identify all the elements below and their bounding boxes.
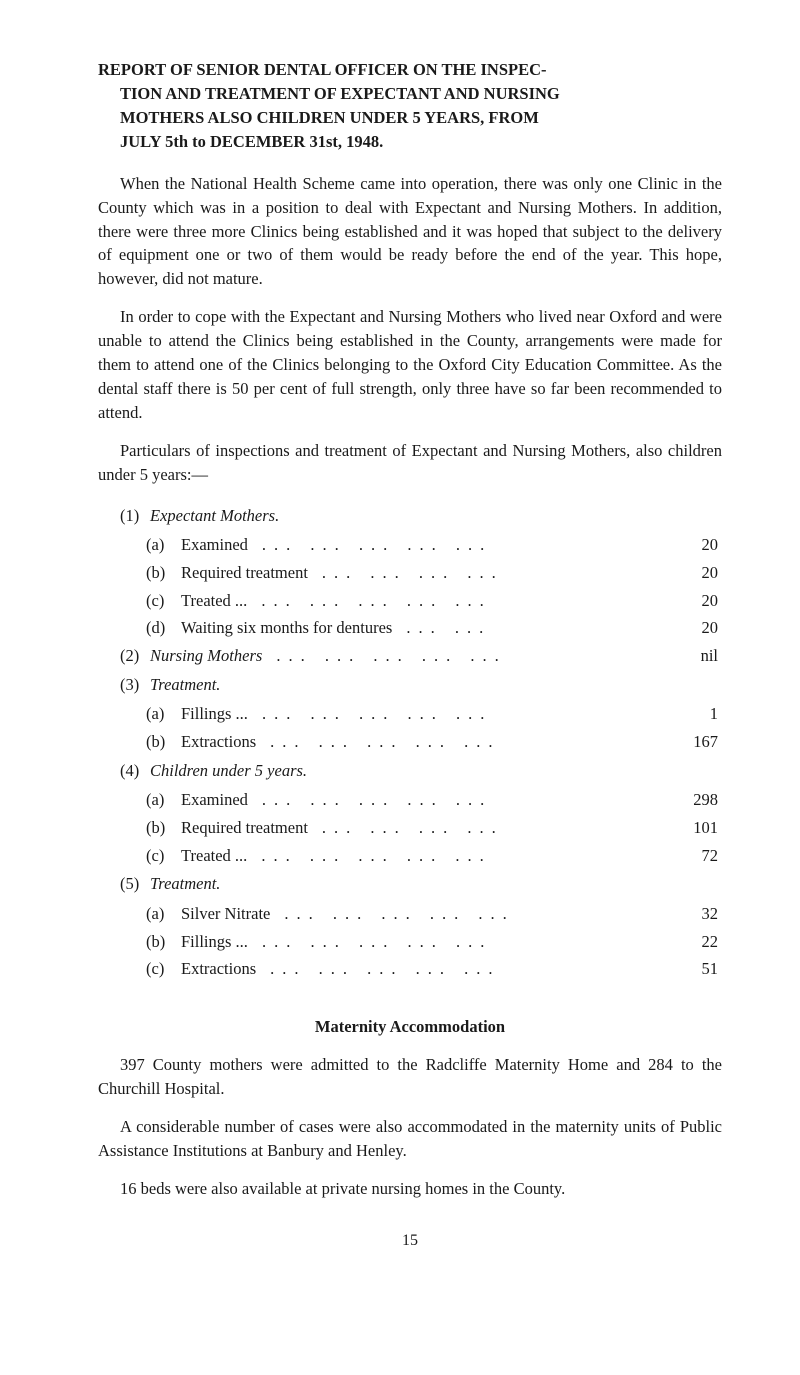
row-5a: (a) Silver Nitrate ... ... ... ... ... 3…: [98, 900, 722, 928]
row-1d-mark: (d): [98, 614, 181, 642]
row-3b-dots: ... ... ... ... ...: [256, 728, 666, 756]
row-4a-mark: (a): [98, 786, 181, 814]
group-3-num: (3): [98, 670, 150, 701]
title-line-2: TION AND TREATMENT OF EXPECTANT AND NURS…: [98, 82, 722, 106]
row-3b-label: Extractions: [181, 728, 256, 756]
row-3a-dots: ... ... ... ... ...: [248, 700, 666, 728]
row-5c: (c) Extractions ... ... ... ... ... 51: [98, 955, 722, 983]
row-3a-mark: (a): [98, 700, 181, 728]
row-4a-label: Examined: [181, 786, 248, 814]
group-2-num: (2): [98, 642, 150, 670]
row-3a: (a) Fillings ... ... ... ... ... ... 1: [98, 700, 722, 728]
inspection-list: (1) Expectant Mothers. (a) Examined ... …: [98, 501, 722, 983]
paragraph-1: When the National Health Scheme came int…: [98, 172, 722, 292]
group-4-num: (4): [98, 756, 150, 787]
group-3-head: (3) Treatment.: [98, 670, 722, 701]
row-5a-label: Silver Nitrate: [181, 900, 270, 928]
row-3b: (b) Extractions ... ... ... ... ... 167: [98, 728, 722, 756]
row-1b-label: Required treatment: [181, 559, 308, 587]
row-4c-label: Treated ...: [181, 842, 247, 870]
row-4b-val: 101: [666, 814, 722, 842]
row-3a-val: 1: [666, 700, 722, 728]
maternity-p3: 16 beds were also available at private n…: [98, 1177, 722, 1201]
row-5c-label: Extractions: [181, 955, 256, 983]
row-1b-val: 20: [666, 559, 722, 587]
group-4-title: Children under 5 years.: [150, 756, 307, 787]
group-2-title: Nursing Mothers: [150, 642, 262, 670]
row-4b-label: Required treatment: [181, 814, 308, 842]
document-page: REPORT OF SENIOR DENTAL OFFICER ON THE I…: [0, 0, 800, 1375]
row-1a: (a) Examined ... ... ... ... ... 20: [98, 531, 722, 559]
group-5-head: (5) Treatment.: [98, 869, 722, 900]
group-3-title: Treatment.: [150, 670, 220, 701]
row-1a-dots: ... ... ... ... ...: [248, 531, 666, 559]
group-1-head: (1) Expectant Mothers.: [98, 501, 722, 532]
row-4b: (b) Required treatment ... ... ... ... 1…: [98, 814, 722, 842]
paragraph-2: In order to cope with the Expectant and …: [98, 305, 722, 425]
row-1b-mark: (b): [98, 559, 181, 587]
row-1c-label: Treated ...: [181, 587, 247, 615]
row-5b-mark: (b): [98, 928, 181, 956]
row-5b-label: Fillings ...: [181, 928, 248, 956]
row-3b-mark: (b): [98, 728, 181, 756]
row-1c-dots: ... ... ... ... ...: [247, 587, 666, 615]
row-5c-mark: (c): [98, 955, 181, 983]
row-4c: (c) Treated ... ... ... ... ... ... 72: [98, 842, 722, 870]
row-1a-val: 20: [666, 531, 722, 559]
row-1b: (b) Required treatment ... ... ... ... 2…: [98, 559, 722, 587]
group-5-title: Treatment.: [150, 869, 220, 900]
row-4b-mark: (b): [98, 814, 181, 842]
row-1b-dots: ... ... ... ...: [308, 559, 666, 587]
row-5c-dots: ... ... ... ... ...: [256, 955, 666, 983]
title-line-3: MOTHERS ALSO CHILDREN UNDER 5 YEARS, FRO…: [98, 106, 722, 130]
row-5a-mark: (a): [98, 900, 181, 928]
group-5-num: (5): [98, 869, 150, 900]
title-line-4: JULY 5th to DECEMBER 31st, 1948.: [98, 130, 722, 154]
group-1-num: (1): [98, 501, 150, 532]
group-2-dots: ... ... ... ... ...: [262, 642, 666, 670]
report-title: REPORT OF SENIOR DENTAL OFFICER ON THE I…: [98, 58, 722, 154]
row-1d: (d) Waiting six months for dentures ... …: [98, 614, 722, 642]
row-4a-dots: ... ... ... ... ...: [248, 786, 666, 814]
row-5c-val: 51: [666, 955, 722, 983]
group-2-val: nil: [666, 642, 722, 670]
title-line-1: REPORT OF SENIOR DENTAL OFFICER ON THE I…: [98, 60, 547, 79]
page-number: 15: [98, 1229, 722, 1252]
row-5b: (b) Fillings ... ... ... ... ... ... 22: [98, 928, 722, 956]
row-3a-label: Fillings ...: [181, 700, 248, 728]
row-1c: (c) Treated ... ... ... ... ... ... 20: [98, 587, 722, 615]
group-4-head: (4) Children under 5 years.: [98, 756, 722, 787]
row-1a-label: Examined: [181, 531, 248, 559]
row-5a-dots: ... ... ... ... ...: [270, 900, 666, 928]
row-4c-mark: (c): [98, 842, 181, 870]
row-5b-val: 22: [666, 928, 722, 956]
row-4b-dots: ... ... ... ...: [308, 814, 666, 842]
maternity-heading: Maternity Accommodation: [98, 1015, 722, 1039]
row-1d-val: 20: [666, 614, 722, 642]
maternity-p2: A considerable number of cases were also…: [98, 1115, 722, 1163]
row-1c-mark: (c): [98, 587, 181, 615]
row-1a-mark: (a): [98, 531, 181, 559]
paragraph-3: Particulars of inspections and treatment…: [98, 439, 722, 487]
row-4c-dots: ... ... ... ... ...: [247, 842, 666, 870]
row-4c-val: 72: [666, 842, 722, 870]
group-2-row: (2) Nursing Mothers ... ... ... ... ... …: [98, 642, 722, 670]
group-1-title: Expectant Mothers.: [150, 501, 279, 532]
row-5a-val: 32: [666, 900, 722, 928]
row-4a: (a) Examined ... ... ... ... ... 298: [98, 786, 722, 814]
row-4a-val: 298: [666, 786, 722, 814]
row-1d-dots: ... ...: [392, 614, 666, 642]
row-1d-label: Waiting six months for dentures: [181, 614, 392, 642]
maternity-p1: 397 County mothers were admitted to the …: [98, 1053, 722, 1101]
row-1c-val: 20: [666, 587, 722, 615]
row-5b-dots: ... ... ... ... ...: [248, 928, 666, 956]
row-3b-val: 167: [666, 728, 722, 756]
